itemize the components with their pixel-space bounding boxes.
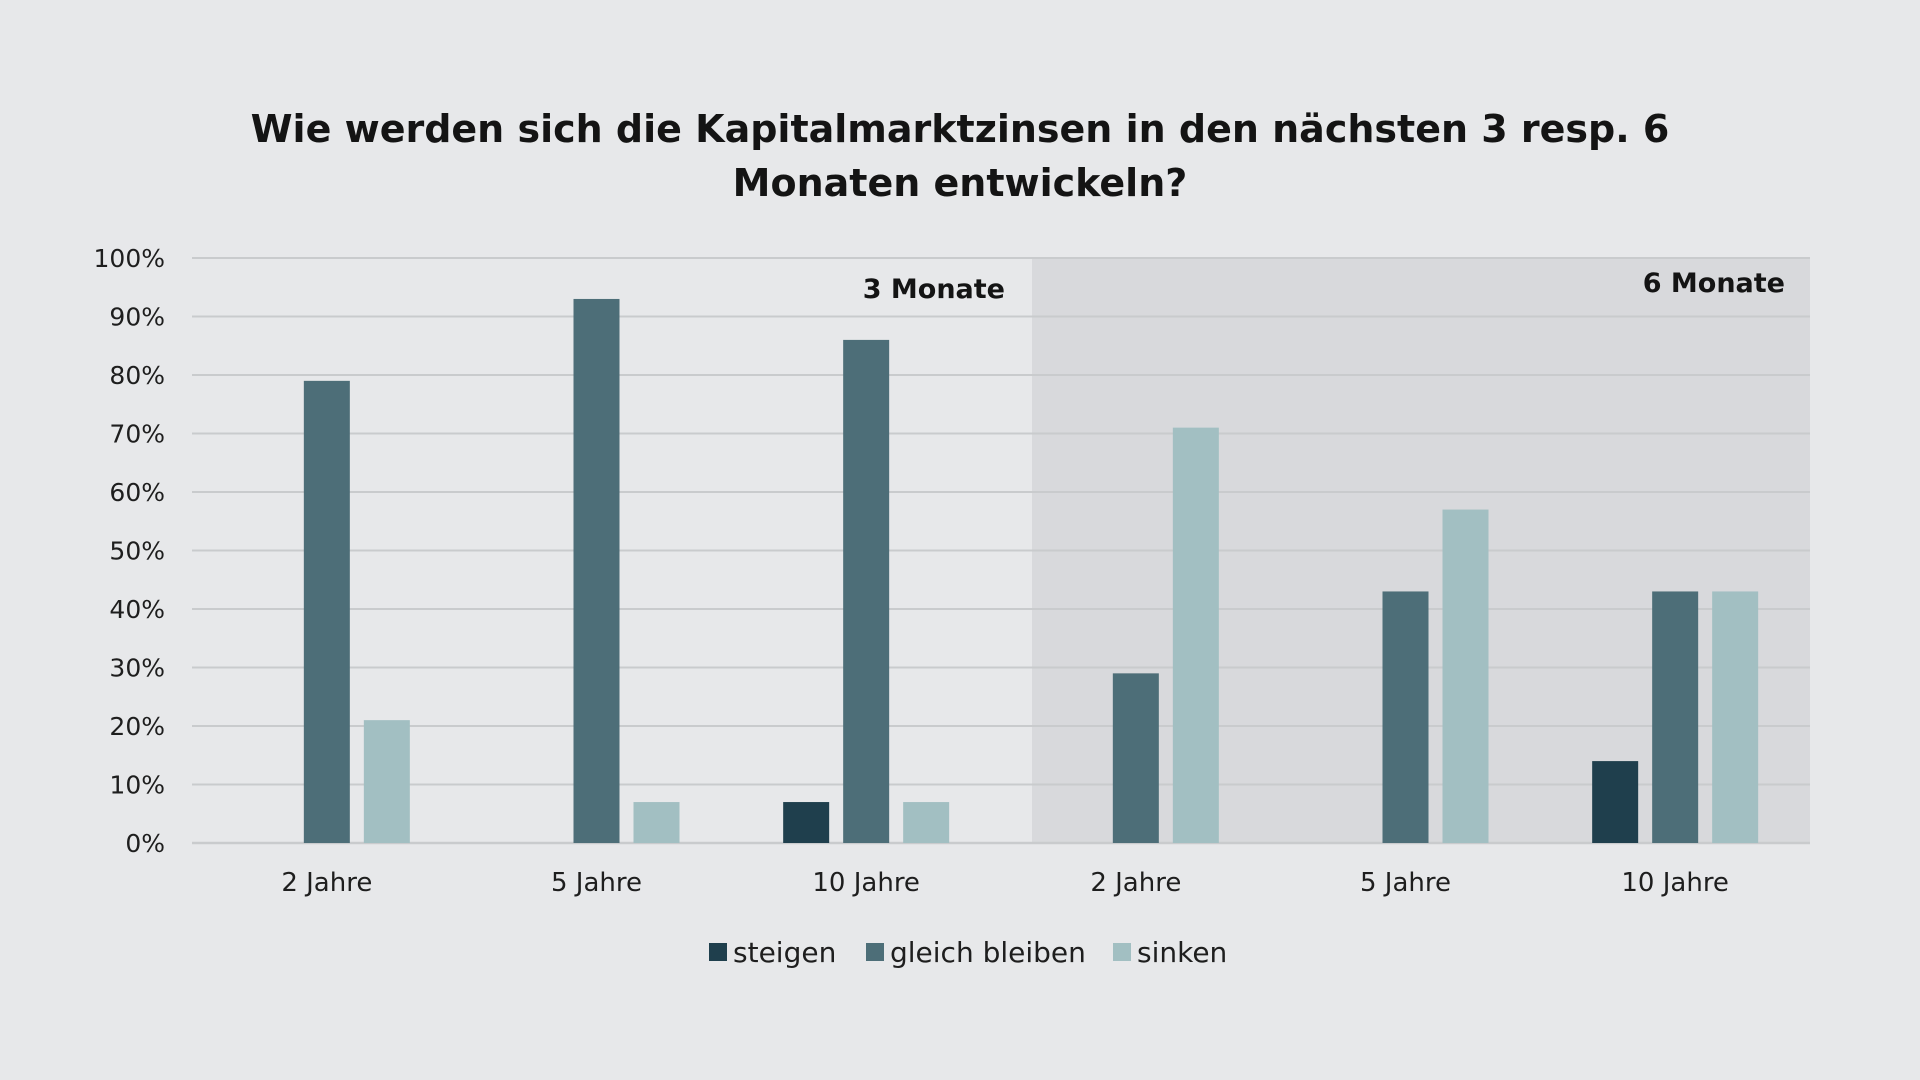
chart-title: Wie werden sich die Kapitalmarktzinsen i… [251, 107, 1670, 151]
bar-steigen-6 [1592, 761, 1639, 843]
bar-gleich-bleiben-2 [573, 298, 620, 843]
x-category-label: 10 Jahre [812, 868, 920, 898]
legend-swatch [866, 943, 884, 961]
bar-sinken-5 [1442, 509, 1489, 843]
bar-gleich-bleiben-5 [1382, 591, 1429, 843]
y-tick-label: 30% [109, 654, 165, 683]
y-tick-label: 40% [109, 595, 165, 624]
y-tick-label: 20% [109, 712, 165, 741]
legend-label: sinken [1137, 936, 1227, 969]
legend-swatch [1113, 943, 1131, 961]
y-tick-label: 70% [109, 420, 165, 449]
x-category-label: 5 Jahre [1360, 868, 1451, 898]
y-tick-label: 10% [109, 771, 165, 800]
y-tick-label: 80% [109, 361, 165, 390]
bar-sinken-4 [1172, 427, 1219, 843]
legend-label: gleich bleiben [890, 936, 1086, 969]
legend: steigen gleich bleiben sinken [709, 936, 1227, 969]
x-category-label: 10 Jahre [1621, 868, 1729, 898]
gridlines [192, 257, 1810, 845]
y-tick-label: 0% [125, 829, 165, 858]
y-tick-label: 90% [109, 303, 165, 332]
legend-swatch [709, 943, 727, 961]
bars [303, 298, 1759, 843]
x-category-label: 5 Jahre [551, 868, 642, 898]
bar-steigen-3 [783, 802, 830, 843]
bar-sinken-3 [903, 802, 950, 843]
bar-gleich-bleiben-6 [1652, 591, 1699, 843]
panel-label-3-monate: 3 Monate [863, 274, 1005, 305]
chart-title-line2: Monaten entwickeln? [733, 161, 1188, 205]
bar-gleich-bleiben-1 [303, 380, 350, 843]
y-tick-label: 50% [109, 537, 165, 566]
x-category-label: 2 Jahre [1090, 868, 1181, 898]
bar-sinken-1 [363, 720, 410, 843]
bar-sinken-6 [1712, 591, 1759, 843]
x-category-label: 2 Jahre [281, 868, 372, 898]
legend-label: steigen [733, 936, 836, 969]
panel-label-6-monate: 6 Monate [1643, 268, 1785, 299]
bar-gleich-bleiben-4 [1112, 673, 1159, 843]
y-tick-label: 60% [109, 478, 165, 507]
bar-gleich-bleiben-3 [843, 339, 890, 843]
y-tick-label: 100% [94, 244, 165, 273]
x-axis-category-labels: 2 Jahre 5 Jahre 10 Jahre 2 Jahre 5 Jahre 10 J… [281, 868, 1729, 898]
bar-sinken-2 [633, 802, 680, 843]
y-axis-tick-labels: 0% 10% 20% 30% 40% 50% 60% 70% 80% 90% 100% [94, 244, 165, 858]
